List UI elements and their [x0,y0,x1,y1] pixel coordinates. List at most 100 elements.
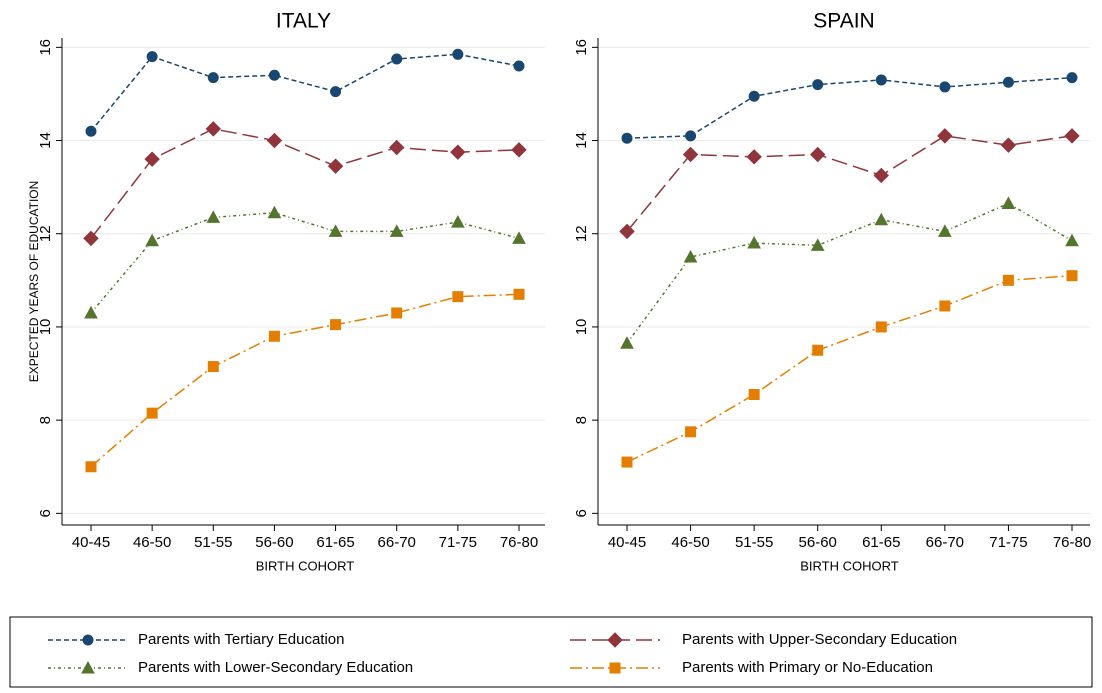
data-point [207,72,219,84]
chart-title: ITALY [276,10,331,33]
legend-label: Parents with Tertiary Education [138,631,345,648]
data-point [746,149,762,165]
data-point [1002,76,1014,88]
data-point [939,81,951,93]
data-point [450,144,466,160]
data-point [330,319,342,331]
data-point [451,215,465,228]
data-point [207,361,219,373]
series-line [626,76,1073,139]
data-point [389,224,404,237]
data-point [875,321,887,333]
x-tick-label: 51-55 [735,534,773,551]
data-point [268,69,280,81]
y-tick-label: 14 [37,132,54,149]
y-tick-label: 6 [573,509,590,517]
series-line [90,53,520,132]
data-point [511,142,527,158]
data-point [937,128,953,144]
y-tick-label: 6 [37,509,54,517]
y-tick-label: 8 [573,416,590,424]
x-tick-label: 61-65 [862,534,900,551]
data-point [513,288,525,300]
data-point [682,146,699,163]
x-tick-label: 46-50 [671,534,709,551]
data-point [1065,233,1079,247]
y-tick-label: 8 [37,416,54,424]
data-point [812,344,824,356]
data-point [874,212,889,226]
x-tick-label: 66-70 [378,534,416,551]
x-tick-label: 40-45 [72,534,110,551]
data-point [939,300,951,312]
y-tick-label: 10 [573,319,590,336]
data-point [621,456,633,468]
data-point [1066,72,1078,84]
y-tick-label: 12 [37,225,54,242]
data-point [146,407,158,419]
data-point [810,238,825,251]
legend-marker [609,662,621,674]
series-line [90,128,520,239]
data-point [84,305,98,319]
data-point [83,230,99,247]
legend-box [9,616,1093,688]
x-tick-label: 71-75 [989,534,1027,551]
x-tick-label: 76-80 [500,534,538,551]
x-tick-label: 40-45 [608,534,646,551]
data-point [144,151,160,167]
data-point [85,461,97,473]
data-point [327,158,344,174]
data-point [621,132,633,144]
y-tick-label: 10 [37,319,54,336]
data-point [1000,137,1017,153]
data-point [875,74,887,86]
data-point [513,60,525,72]
chart-title: SPAIN [813,10,874,33]
data-point [512,231,526,244]
x-tick-label: 76-80 [1053,534,1091,551]
data-point [748,389,760,401]
data-point [812,79,824,91]
data-point [748,90,760,102]
data-point [685,130,697,142]
y-tick-label: 14 [573,132,590,149]
data-point [267,205,282,219]
x-axis-label: BIRTH COHORT [800,558,899,573]
data-point [1002,274,1014,286]
y-tick-label: 16 [573,39,590,56]
x-tick-label: 71-75 [439,534,477,551]
legend-label: Parents with Lower-Secondary Education [138,659,413,676]
data-point [683,249,698,263]
data-point [938,224,952,237]
series-line [626,202,1073,344]
x-tick-label: 61-65 [316,534,354,551]
data-point [452,48,464,60]
data-point [85,125,97,137]
data-point [452,291,464,303]
data-point [391,307,403,319]
data-point [685,426,697,438]
data-point [145,233,159,247]
data-point [620,336,634,349]
y-tick-label: 12 [573,225,590,242]
data-point [391,53,403,65]
x-tick-label: 56-60 [799,534,837,551]
x-tick-label: 56-60 [255,534,293,551]
legend-label: Parents with Upper-Secondary Education [682,631,957,648]
y-axis-label: EXPECTED YEARS OF EDUCATION [27,181,41,383]
data-point [389,139,405,156]
data-point [330,86,342,98]
data-point [266,132,283,149]
data-point [205,121,221,137]
x-axis-label: BIRTH COHORT [256,558,355,573]
x-tick-label: 66-70 [926,534,964,551]
x-tick-label: 51-55 [194,534,232,551]
series-line [626,274,1073,463]
data-point [328,224,343,237]
data-point [747,236,761,249]
y-tick-label: 16 [37,39,54,56]
data-point [268,330,280,342]
data-point [1001,196,1016,209]
